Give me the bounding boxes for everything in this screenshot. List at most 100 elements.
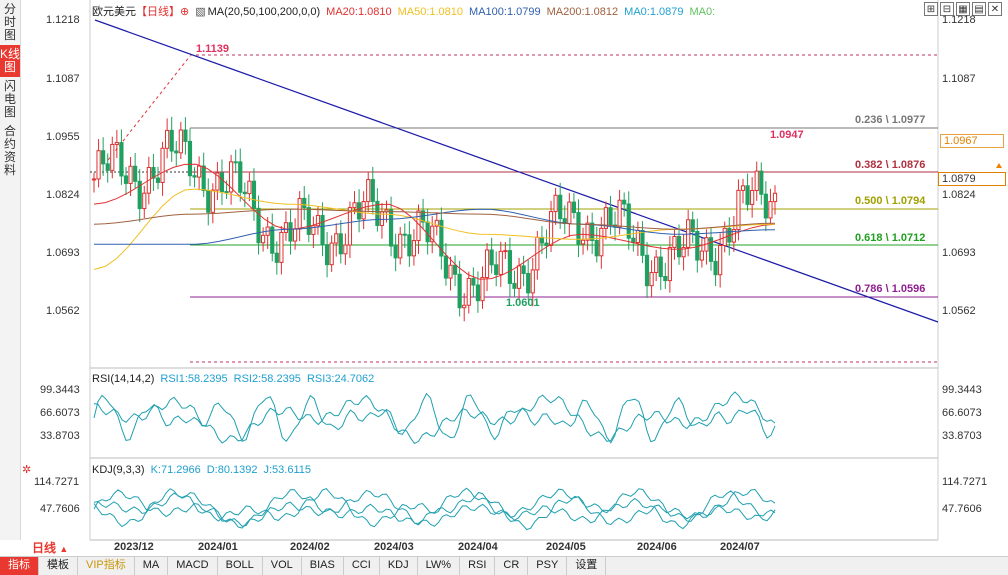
candle-body[interactable] [503,250,508,253]
candle-body[interactable] [165,129,170,149]
candle-body[interactable] [302,197,307,209]
candle-body[interactable] [283,222,289,233]
candle-body[interactable] [672,235,677,248]
expand-icon[interactable]: ⊞ [924,2,938,16]
kdj-settings-icon[interactable]: ✲ [22,464,32,476]
candle-body[interactable] [681,246,686,258]
candle-body[interactable] [466,277,471,306]
candle-body[interactable] [512,282,517,289]
candle-body[interactable] [174,150,179,154]
candle-body[interactable] [315,214,321,227]
candle-body[interactable] [119,142,124,177]
indicator-button[interactable]: 指标 [0,557,39,575]
candle-body[interactable] [649,272,654,287]
candle-body[interactable] [256,207,261,244]
candle-body[interactable] [110,143,115,171]
candle-body[interactable] [242,191,247,195]
candle-body[interactable] [644,254,650,287]
candle-body[interactable] [155,177,161,183]
candle-body[interactable] [462,304,467,309]
candle-body[interactable] [521,265,526,274]
candle-body[interactable] [736,189,741,231]
candle-body[interactable] [750,190,755,205]
candle-body[interactable] [475,284,481,302]
candle-body[interactable] [142,192,147,210]
candle-body[interactable] [580,239,586,245]
candle-body[interactable] [137,180,142,210]
candle-body[interactable] [187,140,193,177]
candle-body[interactable] [329,242,334,266]
candle-body[interactable] [452,264,458,275]
candle-body[interactable] [247,180,252,195]
candle-body[interactable] [261,234,266,244]
candle-body[interactable] [297,197,302,230]
candle-body[interactable] [690,219,695,233]
candle-body[interactable] [708,237,714,262]
candle-body[interactable] [91,178,97,181]
candle-body[interactable] [311,225,316,235]
candle-body[interactable] [498,250,503,275]
candle-body[interactable] [553,194,558,213]
candle-body[interactable] [206,190,211,213]
candle-body[interactable] [133,165,138,182]
candle-body[interactable] [178,129,183,154]
candle-body[interactable] [548,211,554,246]
candle-body[interactable] [658,256,663,277]
candle-body[interactable] [494,264,499,275]
grid-icon[interactable]: ▦ [956,2,970,16]
candle-body[interactable] [398,233,403,259]
candle-body[interactable] [347,207,353,246]
candle-body[interactable] [101,150,106,165]
candle-body[interactable] [617,199,622,228]
candle-body[interactable] [210,189,215,213]
settings-button[interactable]: 设置 [567,557,607,575]
candle-body[interactable] [544,242,549,246]
candle-body[interactable] [219,172,225,193]
candle-body[interactable] [530,269,535,294]
candle-body[interactable] [599,227,604,257]
main-chart[interactable] [0,0,1008,556]
candle-body[interactable] [352,202,357,209]
candle-body[interactable] [430,225,435,243]
candle-body[interactable] [471,277,476,286]
layout-icon[interactable]: ▤ [972,2,986,16]
candle-body[interactable] [324,244,330,266]
candle-body[interactable] [772,192,778,203]
cr-button[interactable]: CR [495,557,529,575]
bias-button[interactable]: BIAS [302,557,344,575]
candle-body[interactable] [754,170,759,192]
candle-body[interactable] [229,161,234,193]
period-selector[interactable]: 日线 ▲ [20,540,90,556]
candle-body[interactable] [676,235,682,258]
tab-intraday[interactable]: 分时图 [3,2,16,42]
candle-body[interactable] [96,150,101,180]
candle-body[interactable] [571,201,576,214]
macd-button[interactable]: MACD [168,557,218,575]
tab-contract-info[interactable]: 合约资料 [3,124,16,177]
vol-button[interactable]: VOL [263,557,302,575]
candle-body[interactable] [434,219,439,227]
candle-body[interactable] [731,229,736,243]
candle-body[interactable] [585,222,590,241]
candle-body[interactable] [484,249,490,278]
candle-body[interactable] [439,219,444,257]
psy-button[interactable]: PSY [528,557,568,575]
candle-body[interactable] [388,209,394,247]
candle-body[interactable] [411,240,417,257]
candle-body[interactable] [594,239,599,257]
candle-body[interactable] [640,229,645,256]
ma-button[interactable]: MA [135,557,169,575]
candle-body[interactable] [590,222,595,241]
candle-body[interactable] [366,179,371,203]
candle-body[interactable] [128,165,133,184]
kdj-button[interactable]: KDJ [380,557,418,575]
candle-body[interactable] [238,161,243,193]
tab-kline[interactable]: K线图 [0,45,20,77]
candle-body[interactable] [270,226,275,254]
template-button[interactable]: 模板 [39,557,78,575]
candle-body[interactable] [361,201,366,220]
candle-body[interactable] [251,180,257,209]
candle-body[interactable] [293,228,298,242]
candle-body[interactable] [197,165,202,178]
candle-body[interactable] [320,214,325,246]
